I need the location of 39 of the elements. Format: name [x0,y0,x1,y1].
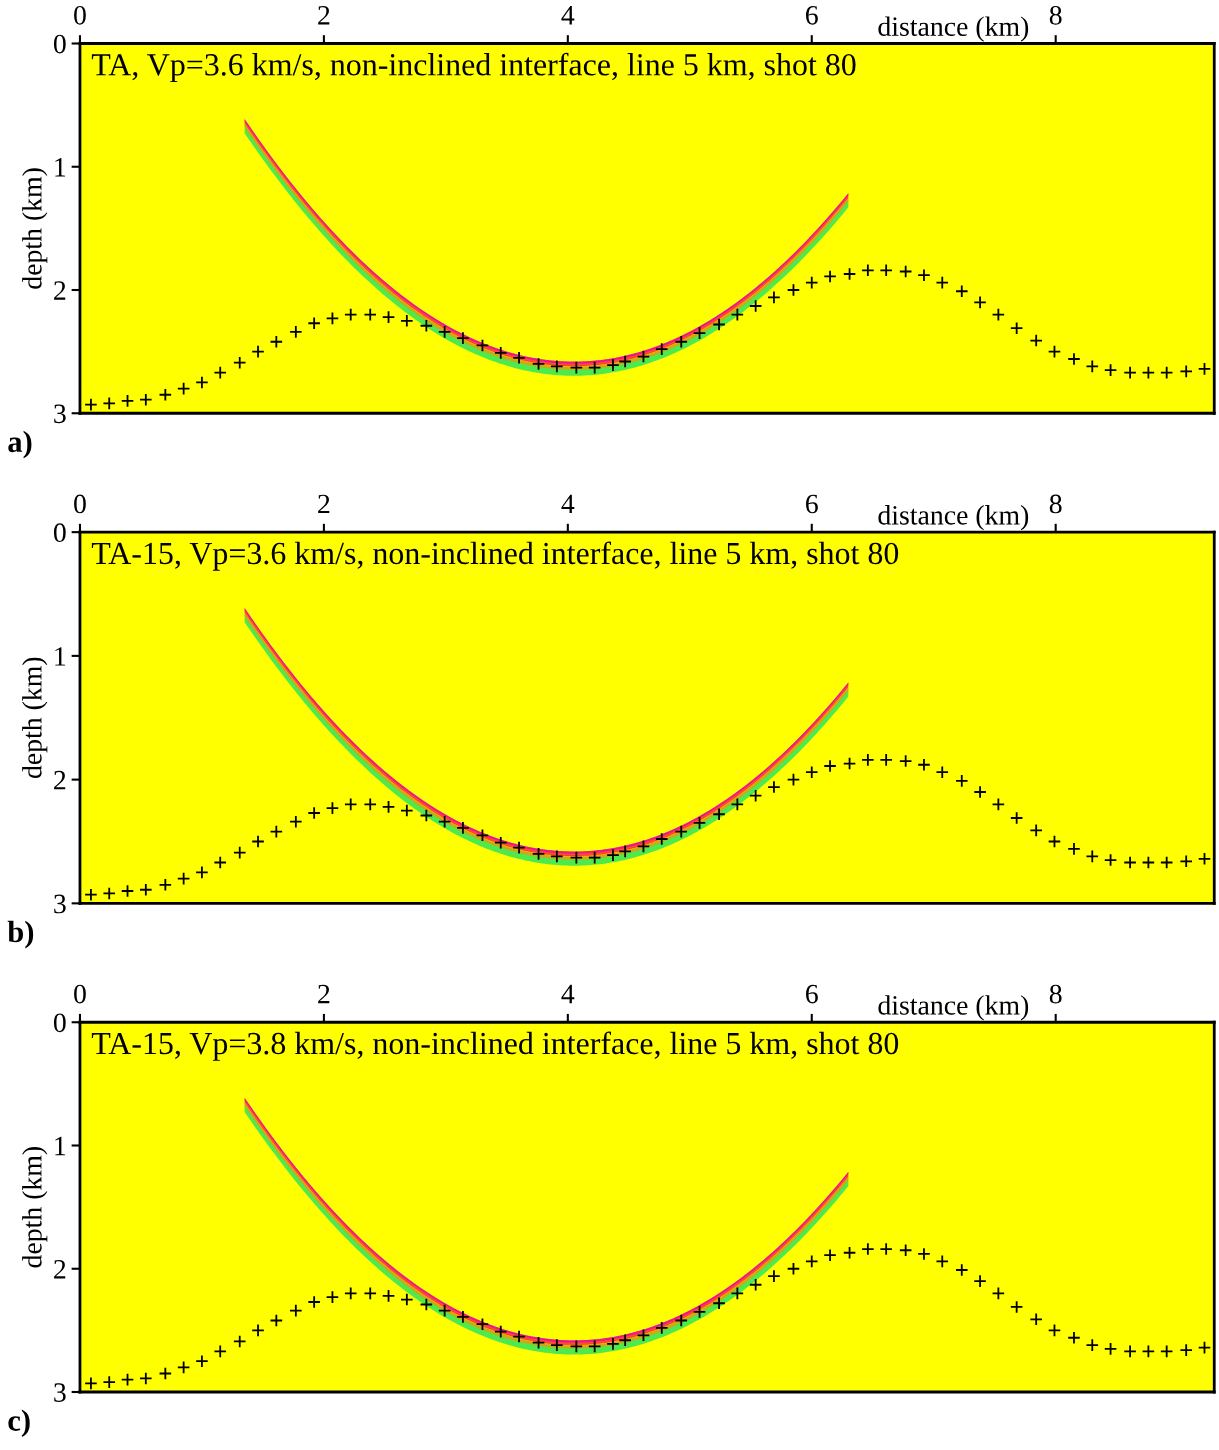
x-axis-title: distance (km) [878,505,1029,531]
x-tick-label: 6 [806,494,818,514]
y-tick-label: 1 [55,1136,66,1156]
y-axis-title: depth (km) [22,1147,48,1268]
text: b) [7,920,34,949]
x-tick-label: 6 [806,984,818,1004]
x-axis-title: distance (km) [878,995,1029,1021]
y-tick-label: 1 [55,158,66,177]
x-tick-label: 8 [1049,984,1062,1004]
y-tick-label: 2 [54,1259,66,1279]
chart-title: TA-15, Vp=3.6 km/s, non-inclined interface, line 5 km, shot 80 [91,541,899,571]
x-tick-label: 6 [806,6,818,25]
y-tick-label: 3 [54,894,66,914]
y-tick-label: 2 [54,281,66,300]
x-tick-label: 0 [74,984,86,1004]
x-tick-label: 0 [74,494,86,514]
x-tick-label: 4 [561,984,575,1004]
x-tick-label: 8 [1049,494,1062,514]
y-tick-label: 3 [54,1383,66,1402]
x-tick-label: 4 [561,6,575,25]
x-axis-title: distance (km) [878,16,1029,42]
text: a) [8,430,32,459]
text: c) [8,1409,30,1438]
chart-title: TA, Vp=3.6 km/s, non-inclined interface, line 5 km, shot 80 [91,52,856,83]
x-tick-label: 0 [74,5,86,25]
y-tick-label: 0 [53,523,66,543]
y-axis-title: depth (km) [22,657,48,779]
y-tick-label: 3 [54,404,66,424]
x-tick-label: 2 [318,494,330,514]
y-tick-label: 1 [55,647,66,666]
y-tick-label: 0 [53,1013,66,1033]
chart-title: TA-15, Vp=3.8 km/s, non-inclined interface, line 5 km, shot 80 [91,1031,899,1061]
x-tick-label: 2 [318,984,330,1004]
x-tick-label: 4 [561,494,575,514]
x-tick-label: 2 [318,6,330,25]
y-tick-label: 2 [54,770,66,790]
y-axis-title: depth (km) [22,168,48,289]
y-tick-label: 0 [53,34,66,54]
x-tick-label: 8 [1049,5,1062,25]
